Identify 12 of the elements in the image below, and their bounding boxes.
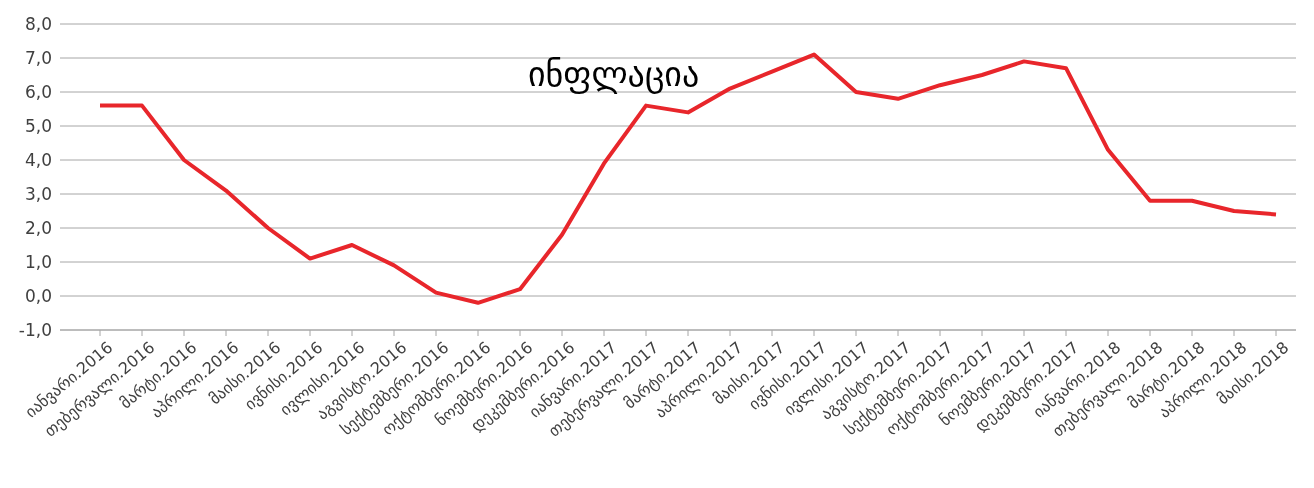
y-tick-label: 3,0 — [24, 184, 52, 205]
y-tick-label: 5,0 — [24, 116, 52, 137]
y-tick-label: -1,0 — [18, 320, 52, 341]
y-tick-label: 1,0 — [24, 252, 52, 273]
y-tick-label: 2,0 — [24, 218, 52, 239]
y-tick-label: 4,0 — [24, 150, 52, 171]
y-tick-label: 6,0 — [24, 82, 52, 103]
line-series — [98, 52, 1278, 305]
y-tick-label: 0,0 — [24, 286, 52, 307]
y-tick-label: 8,0 — [24, 14, 52, 35]
y-tick-label: 7,0 — [24, 48, 52, 69]
text: ინფლაცია — [528, 54, 700, 94]
